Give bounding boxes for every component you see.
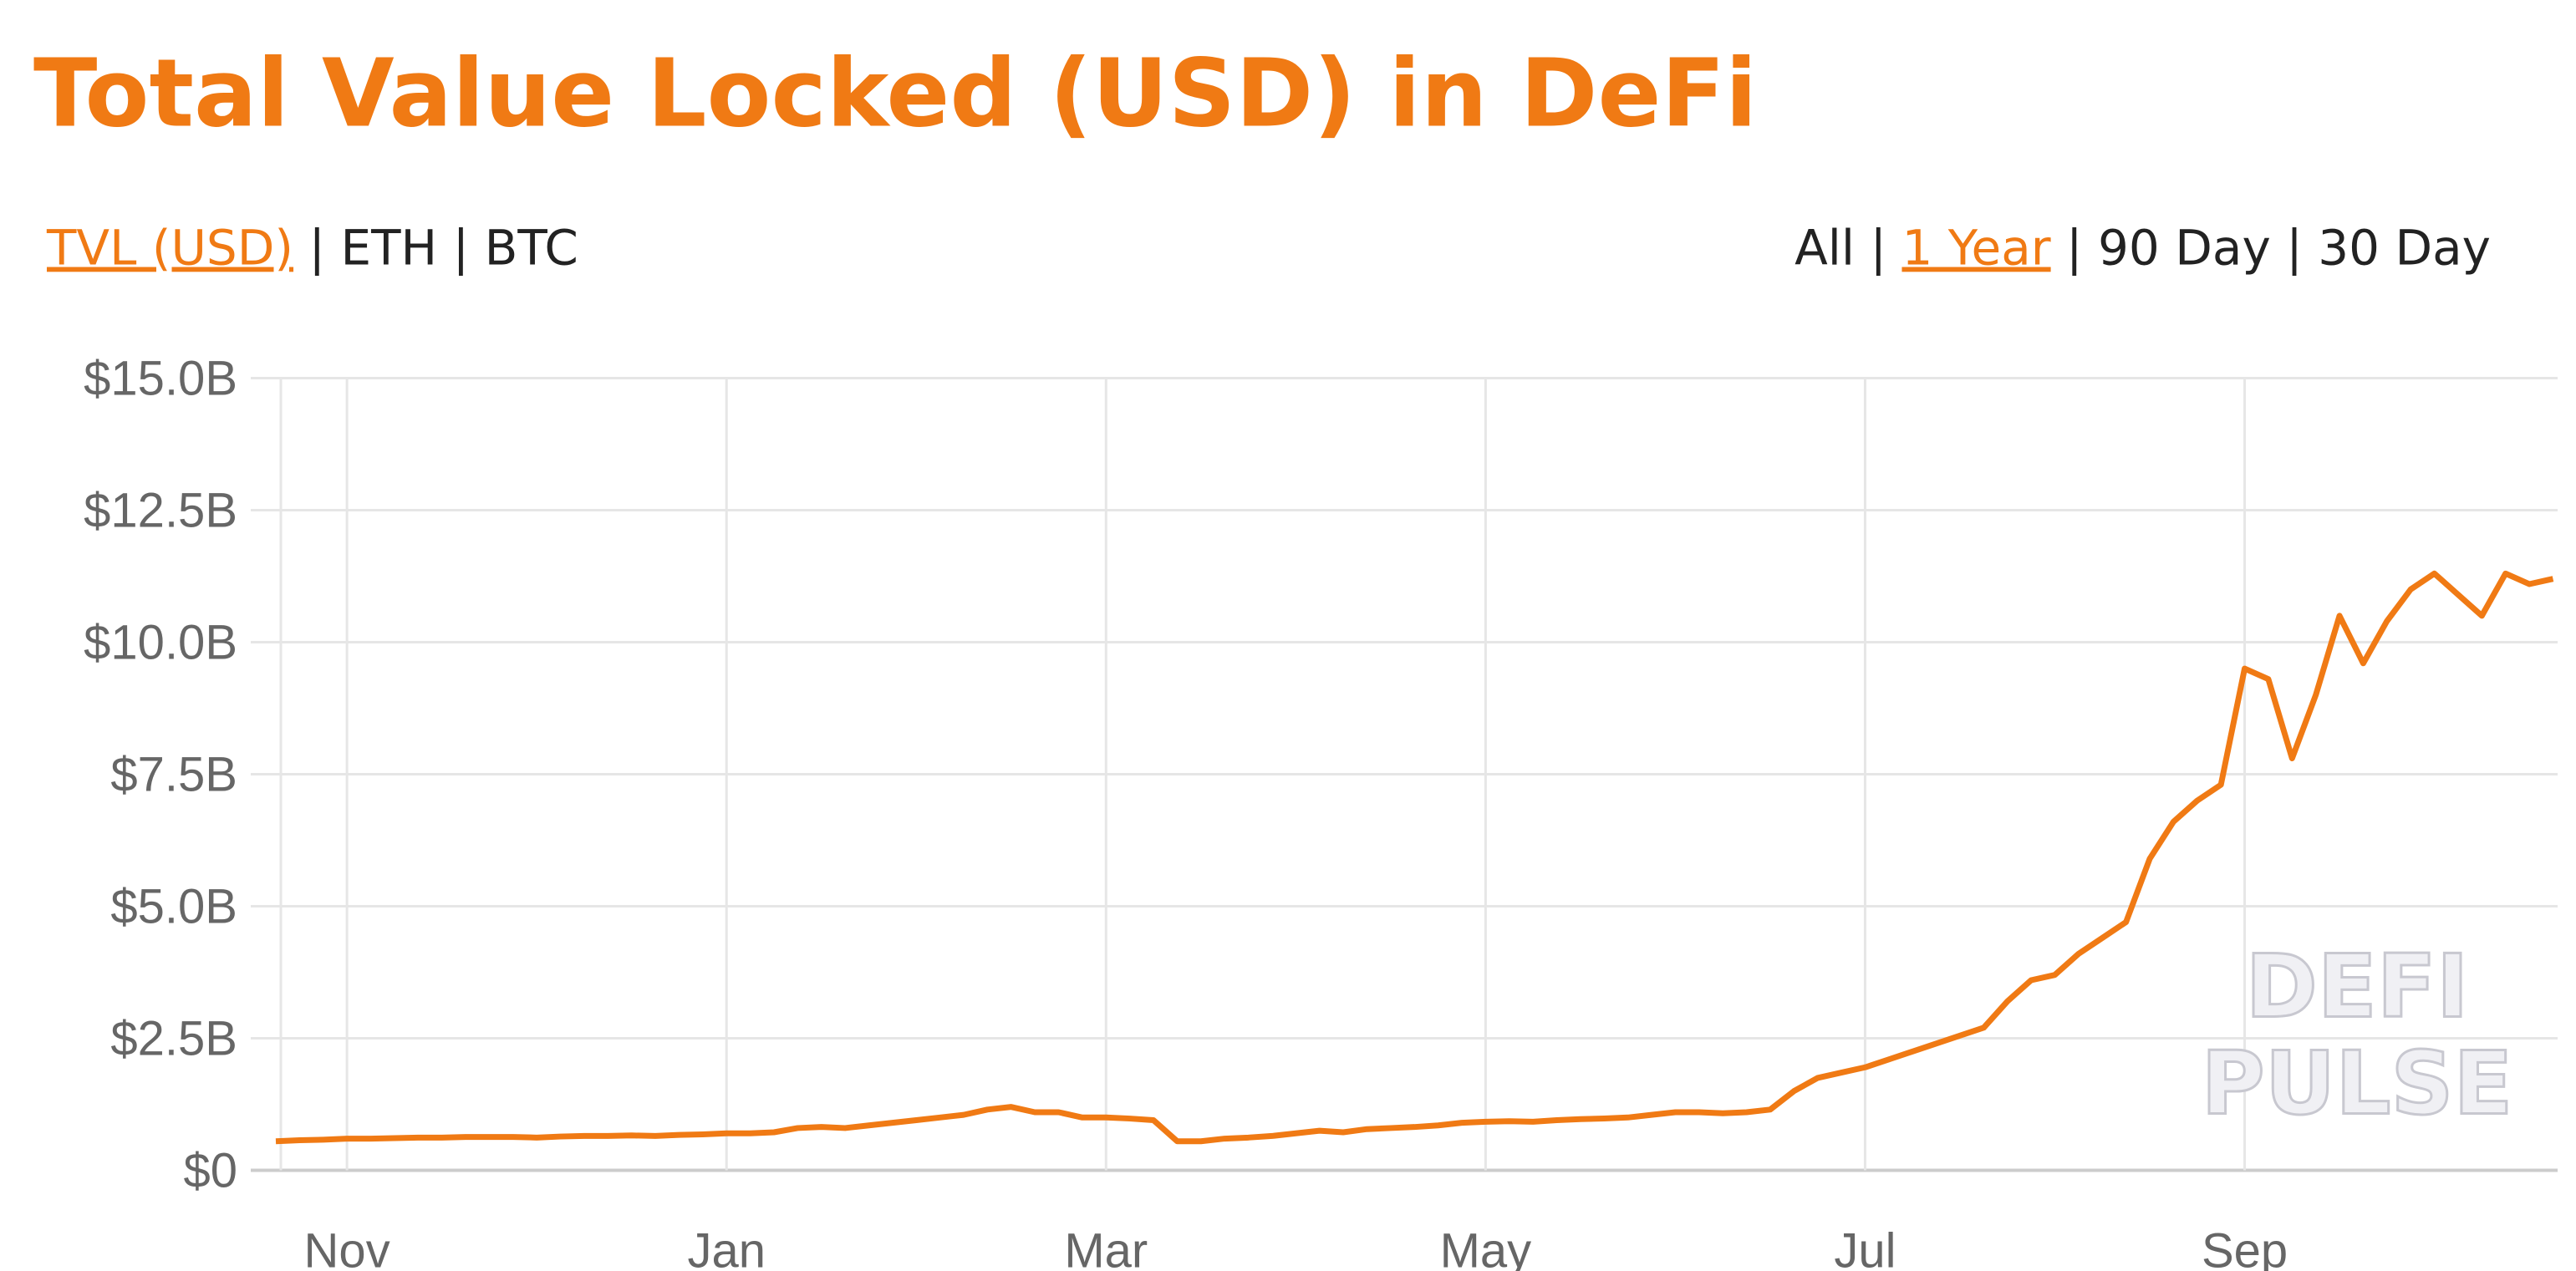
watermark: DEFI bbox=[2245, 936, 2468, 1038]
y-tick-label: $12.5B bbox=[84, 484, 237, 538]
separator: | bbox=[437, 220, 484, 277]
separator: | bbox=[2271, 220, 2318, 277]
separator: | bbox=[1855, 220, 1901, 277]
watermark: PULSE bbox=[2202, 1033, 2513, 1135]
metric-option-group: TVL (USD) | ETH | BTC bbox=[46, 220, 578, 277]
range-option[interactable]: 30 Day bbox=[2318, 220, 2491, 277]
x-tick-label: Sep bbox=[2202, 1224, 2288, 1271]
x-tick-label: Mar bbox=[1064, 1224, 1148, 1271]
series-line bbox=[275, 570, 2554, 1145]
y-tick-label: $0 bbox=[183, 1144, 237, 1198]
x-tick-label: Jan bbox=[687, 1224, 766, 1271]
x-tick-label: Nov bbox=[304, 1224, 390, 1271]
range-option[interactable]: All bbox=[1795, 220, 1855, 277]
range-option-group: All | 1 Year | 90 Day | 30 Day bbox=[1795, 220, 2491, 277]
y-tick-label: $10.0B bbox=[84, 616, 237, 670]
separator: | bbox=[2051, 220, 2098, 277]
metric-option[interactable]: TVL (USD) bbox=[46, 220, 293, 277]
y-tick-label: $7.5B bbox=[110, 748, 237, 802]
range-option[interactable]: 90 Day bbox=[2098, 220, 2271, 277]
x-tick-label: May bbox=[1440, 1224, 1532, 1271]
metric-option[interactable]: ETH bbox=[340, 220, 437, 277]
chart-title: Total Value Locked (USD) in DeFi bbox=[33, 40, 1757, 149]
y-tick-label: $15.0B bbox=[84, 352, 237, 406]
x-tick-label: Jul bbox=[1834, 1224, 1896, 1271]
range-option[interactable]: 1 Year bbox=[1901, 220, 2050, 277]
y-tick-label: $2.5B bbox=[110, 1012, 237, 1066]
separator: | bbox=[293, 220, 340, 277]
y-tick-label: $5.0B bbox=[110, 880, 237, 934]
metric-option[interactable]: BTC bbox=[485, 220, 578, 277]
